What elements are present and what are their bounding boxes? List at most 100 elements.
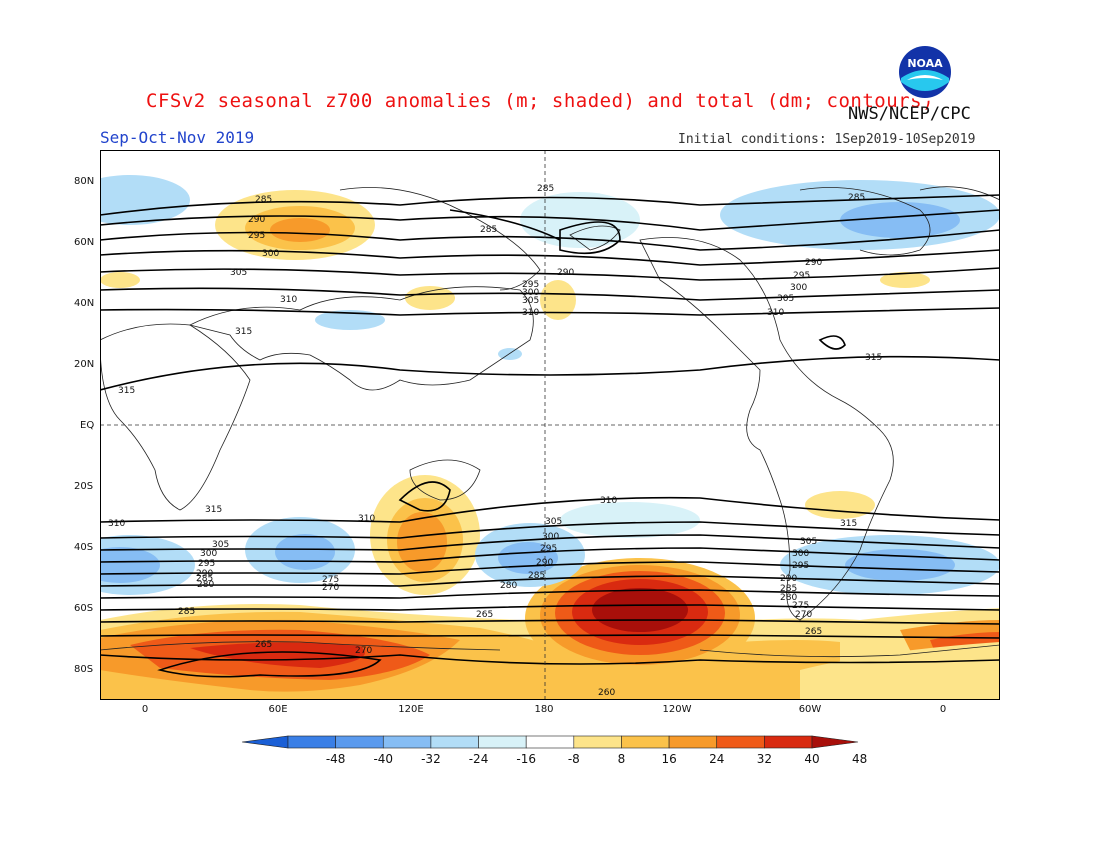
lon-label: 180 [534, 704, 554, 715]
lat-label: 20N [74, 359, 95, 370]
svg-text:295: 295 [792, 561, 809, 571]
lat-label: 40N [74, 298, 95, 309]
svg-text:270: 270 [795, 610, 812, 620]
svg-text:265: 265 [476, 610, 493, 620]
svg-text:285: 285 [780, 584, 797, 594]
svg-text:315: 315 [840, 519, 857, 529]
svg-text:315: 315 [235, 327, 252, 337]
colorbar-segment [382, 735, 432, 749]
lon-label: 0 [939, 704, 947, 715]
colorbar-segment [573, 735, 622, 749]
svg-text:300: 300 [792, 549, 809, 559]
anomaly-map: 285 290 295 300 305 310 315 285 290 295 … [100, 150, 1000, 700]
svg-text:265: 265 [255, 640, 272, 650]
colorbar-segment [335, 735, 384, 749]
colorbar-label: 8 [617, 752, 626, 766]
svg-text:305: 305 [800, 537, 817, 547]
svg-text:285: 285 [537, 184, 554, 194]
svg-text:315: 315 [865, 353, 882, 363]
colorbar-segment [241, 735, 289, 749]
season-label: Sep-Oct-Nov 2019 [100, 128, 255, 147]
svg-text:300: 300 [200, 549, 217, 559]
colorbar-segment [287, 735, 336, 749]
height-contours [100, 194, 1000, 678]
colorbar-segment [811, 735, 859, 749]
colorbar-segment [478, 735, 527, 749]
svg-text:300: 300 [262, 249, 279, 259]
svg-text:310: 310 [108, 519, 125, 529]
lat-label: 80N [74, 176, 95, 187]
svg-text:285: 285 [196, 574, 213, 584]
colorbar-label: -16 [516, 752, 536, 766]
svg-text:275: 275 [792, 601, 809, 611]
svg-text:295: 295 [522, 280, 539, 290]
agency-label: NWS/NCEP/CPC [848, 104, 971, 124]
colorbar-label: -32 [421, 752, 441, 766]
colorbar-label: 40 [804, 752, 820, 766]
lat-label: 40S [74, 542, 94, 553]
svg-text:295: 295 [540, 544, 557, 554]
svg-text:295: 295 [198, 559, 215, 569]
svg-text:280: 280 [197, 580, 214, 590]
svg-text:305: 305 [545, 517, 562, 527]
svg-text:285: 285 [255, 195, 272, 205]
contour-labels-south: 310 305 300 295 290 285 280 275 270 285 … [108, 386, 857, 698]
svg-text:280: 280 [780, 593, 797, 603]
svg-text:310: 310 [767, 308, 784, 318]
lon-label: 0 [141, 704, 149, 715]
map-title: CFSv2 seasonal z700 anomalies (m; shaded… [146, 90, 934, 112]
lat-label: 20S [74, 481, 94, 492]
lat-label: 60N [74, 237, 95, 248]
svg-text:295: 295 [793, 271, 810, 281]
graticule [100, 150, 1000, 700]
svg-text:290: 290 [248, 215, 265, 225]
svg-text:285: 285 [480, 225, 497, 235]
svg-text:305: 305 [777, 294, 794, 304]
colorbar-segment [668, 735, 718, 749]
colorbar-label: 24 [709, 752, 725, 766]
lon-label: 120W [662, 704, 692, 715]
lon-label: 120E [398, 704, 424, 715]
lon-label: 60E [268, 704, 288, 715]
svg-text:265: 265 [805, 627, 822, 637]
svg-text:285: 285 [178, 607, 195, 617]
colorbar-segment [716, 735, 765, 749]
colorbar-segment [525, 735, 575, 749]
svg-text:285: 285 [528, 571, 545, 581]
svg-text:305: 305 [522, 296, 539, 306]
svg-text:285: 285 [848, 193, 865, 203]
svg-text:300: 300 [790, 283, 807, 293]
svg-text:310: 310 [600, 496, 617, 506]
svg-text:290: 290 [196, 569, 213, 579]
svg-text:300: 300 [542, 532, 559, 542]
svg-text:270: 270 [322, 583, 339, 593]
colorbar-label: -48 [325, 752, 346, 766]
svg-text:260: 260 [598, 688, 615, 698]
svg-text:275: 275 [322, 575, 339, 585]
svg-text:290: 290 [780, 574, 797, 584]
colorbar [241, 735, 859, 749]
lat-label: 60S [74, 603, 94, 614]
svg-text:310: 310 [280, 295, 297, 305]
colorbar-label: -40 [373, 752, 394, 766]
svg-text:295: 295 [248, 231, 265, 241]
contour-labels-north: 285 290 295 300 305 310 315 285 290 295 … [230, 184, 882, 363]
svg-text:290: 290 [805, 258, 822, 268]
svg-text:315: 315 [118, 386, 135, 396]
logo-text: NOAA [907, 57, 943, 70]
colorbar-label: 16 [661, 752, 677, 766]
colorbar-segment [430, 735, 479, 749]
svg-text:280: 280 [500, 581, 517, 591]
svg-text:290: 290 [557, 268, 574, 278]
svg-text:310: 310 [522, 308, 539, 318]
noaa-logo-icon: NOAA [896, 43, 954, 101]
initial-conditions-label: Initial conditions: 1Sep2019-10Sep2019 [678, 132, 976, 147]
colorbar-label: -8 [567, 752, 580, 766]
lat-label: 80S [74, 664, 94, 675]
svg-text:315: 315 [205, 505, 222, 515]
colorbar-segment [764, 735, 813, 749]
coastlines [100, 186, 1000, 658]
svg-text:300: 300 [522, 288, 539, 298]
svg-text:310: 310 [358, 514, 375, 524]
svg-text:305: 305 [212, 540, 229, 550]
